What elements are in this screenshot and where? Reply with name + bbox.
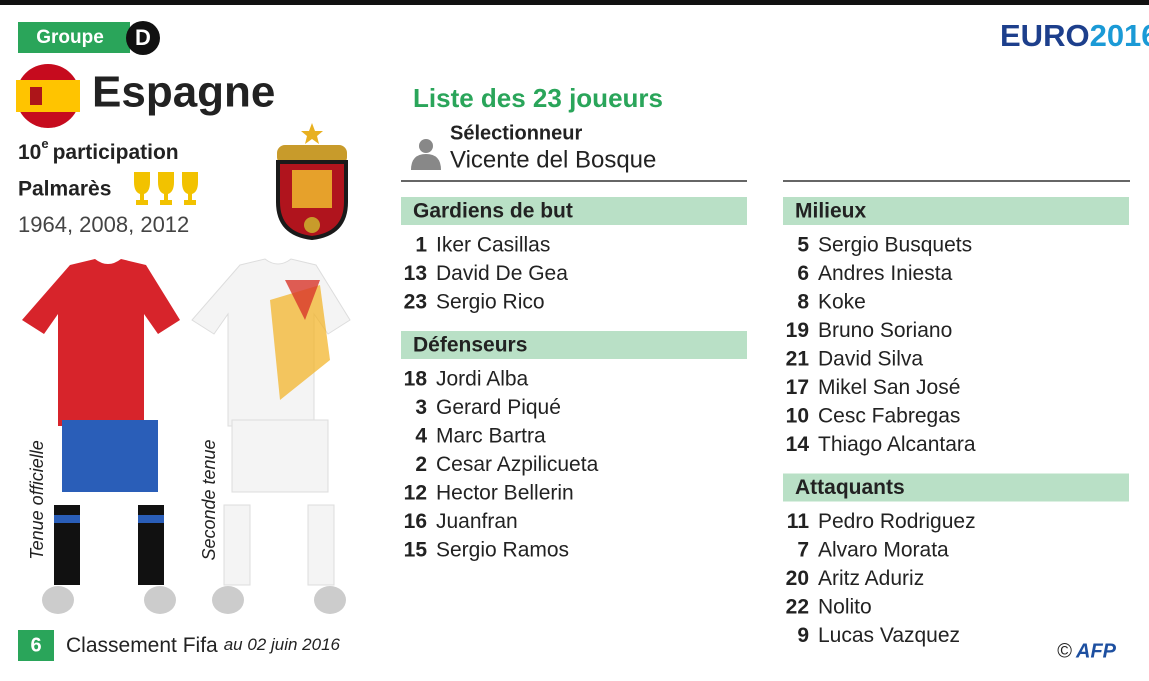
section-header	[783, 197, 1129, 225]
player-name: Andres Iniesta	[818, 262, 953, 285]
coach-label: Sélectionneur	[450, 122, 582, 144]
player-name: Bruno Soriano	[818, 319, 952, 342]
player-name: Sergio Rico	[436, 291, 545, 314]
ranking: Classement Fifa au 02 juin 2016	[66, 634, 341, 657]
player-name: Sergio Busquets	[818, 234, 972, 257]
section-header	[401, 331, 747, 359]
home-kit-label: Tenue officielle	[27, 440, 47, 559]
player-name: Alvaro Morata	[818, 539, 949, 562]
group-circle	[126, 21, 160, 55]
participation: 10e participation	[18, 136, 179, 163]
flag-arms	[30, 87, 42, 105]
player-number: 23	[404, 291, 427, 314]
player-name: Lucas Vazquez	[818, 624, 960, 647]
player-number: 18	[404, 368, 428, 391]
away-kit	[191, 258, 351, 614]
ranking-label: Classement Fifa	[66, 634, 218, 657]
section-title: Gardiens de but	[413, 200, 573, 223]
player-name: Cesar Azpilicueta	[436, 453, 599, 476]
player-name: David De Gea	[436, 262, 568, 285]
crest	[276, 123, 348, 241]
group-label: Groupe	[36, 27, 104, 48]
trophies	[134, 172, 198, 205]
coach-icon	[411, 139, 441, 170]
logo-a: EURO	[1000, 18, 1090, 53]
group-box	[18, 22, 130, 53]
player-name: Jordi Alba	[436, 368, 529, 391]
logo-b: 2016	[1090, 18, 1149, 53]
player-number: 3	[415, 396, 427, 419]
section-title: Milieux	[795, 200, 867, 223]
player-name: Thiago Alcantara	[818, 433, 976, 456]
palmares-label: Palmarès	[18, 178, 111, 201]
player-number: 10	[786, 405, 809, 428]
player-name: Sergio Ramos	[436, 539, 569, 562]
player-name: Koke	[818, 291, 866, 314]
player-number: 5	[797, 234, 809, 257]
participation-text: participation	[53, 141, 179, 164]
player-number: 7	[797, 539, 809, 562]
coach: Vicente del Bosque	[450, 146, 656, 173]
player-name: Nolito	[818, 596, 872, 619]
rank: 6	[30, 634, 41, 656]
player-number: 13	[404, 262, 427, 285]
player-number: 2	[415, 453, 427, 476]
rank-box	[18, 630, 54, 661]
participation-num: 10	[18, 141, 41, 164]
player-name: Gerard Piqué	[436, 396, 561, 419]
player-number: 19	[786, 319, 809, 342]
player-number: 20	[786, 567, 809, 590]
team-name: Espagne	[92, 68, 275, 117]
player-number: 8	[797, 291, 809, 314]
flag-band	[16, 80, 80, 112]
away-kit-label: Seconde tenue	[199, 439, 219, 560]
top-bar	[0, 0, 1149, 5]
player-number: 4	[415, 425, 427, 448]
palmares-years: 1964, 2008, 2012	[18, 212, 189, 237]
agency: AFP	[1075, 640, 1117, 662]
ranking-date: au 02 juin 2016	[224, 635, 341, 654]
player-number: 12	[404, 482, 427, 505]
squad-title: Liste des 23 joueurs	[413, 83, 663, 113]
player-name: Aritz Aduriz	[818, 567, 924, 590]
player-number: 21	[786, 348, 810, 371]
section-header	[783, 473, 1129, 502]
copyright: ©	[1057, 640, 1072, 662]
player-number: 1	[415, 234, 427, 257]
player-number: 11	[787, 510, 810, 533]
player-number: 22	[786, 596, 809, 619]
player-name: Mikel San José	[818, 376, 960, 399]
player-number: 6	[797, 262, 809, 285]
player-name: Iker Casillas	[436, 234, 550, 257]
player-number: 17	[786, 376, 809, 399]
section-header	[401, 197, 747, 225]
player-name: Pedro Rodriguez	[818, 510, 976, 533]
player-number: 9	[797, 624, 809, 647]
participation-sup: e	[41, 136, 48, 151]
logo: EURO2016	[1000, 18, 1149, 53]
player-name: Juanfran	[436, 510, 518, 533]
player-number: 15	[404, 539, 428, 562]
player-name: Hector Bellerin	[436, 482, 574, 505]
section-title: Défenseurs	[413, 334, 527, 357]
home-kit	[22, 259, 180, 614]
player-name: Marc Bartra	[436, 425, 546, 448]
group-letter: D	[135, 25, 151, 50]
player-number: 14	[786, 433, 810, 456]
player-name: David Silva	[818, 348, 923, 371]
player-name: Cesc Fabregas	[818, 405, 960, 428]
section-title: Attaquants	[795, 476, 905, 499]
player-number: 16	[404, 510, 427, 533]
